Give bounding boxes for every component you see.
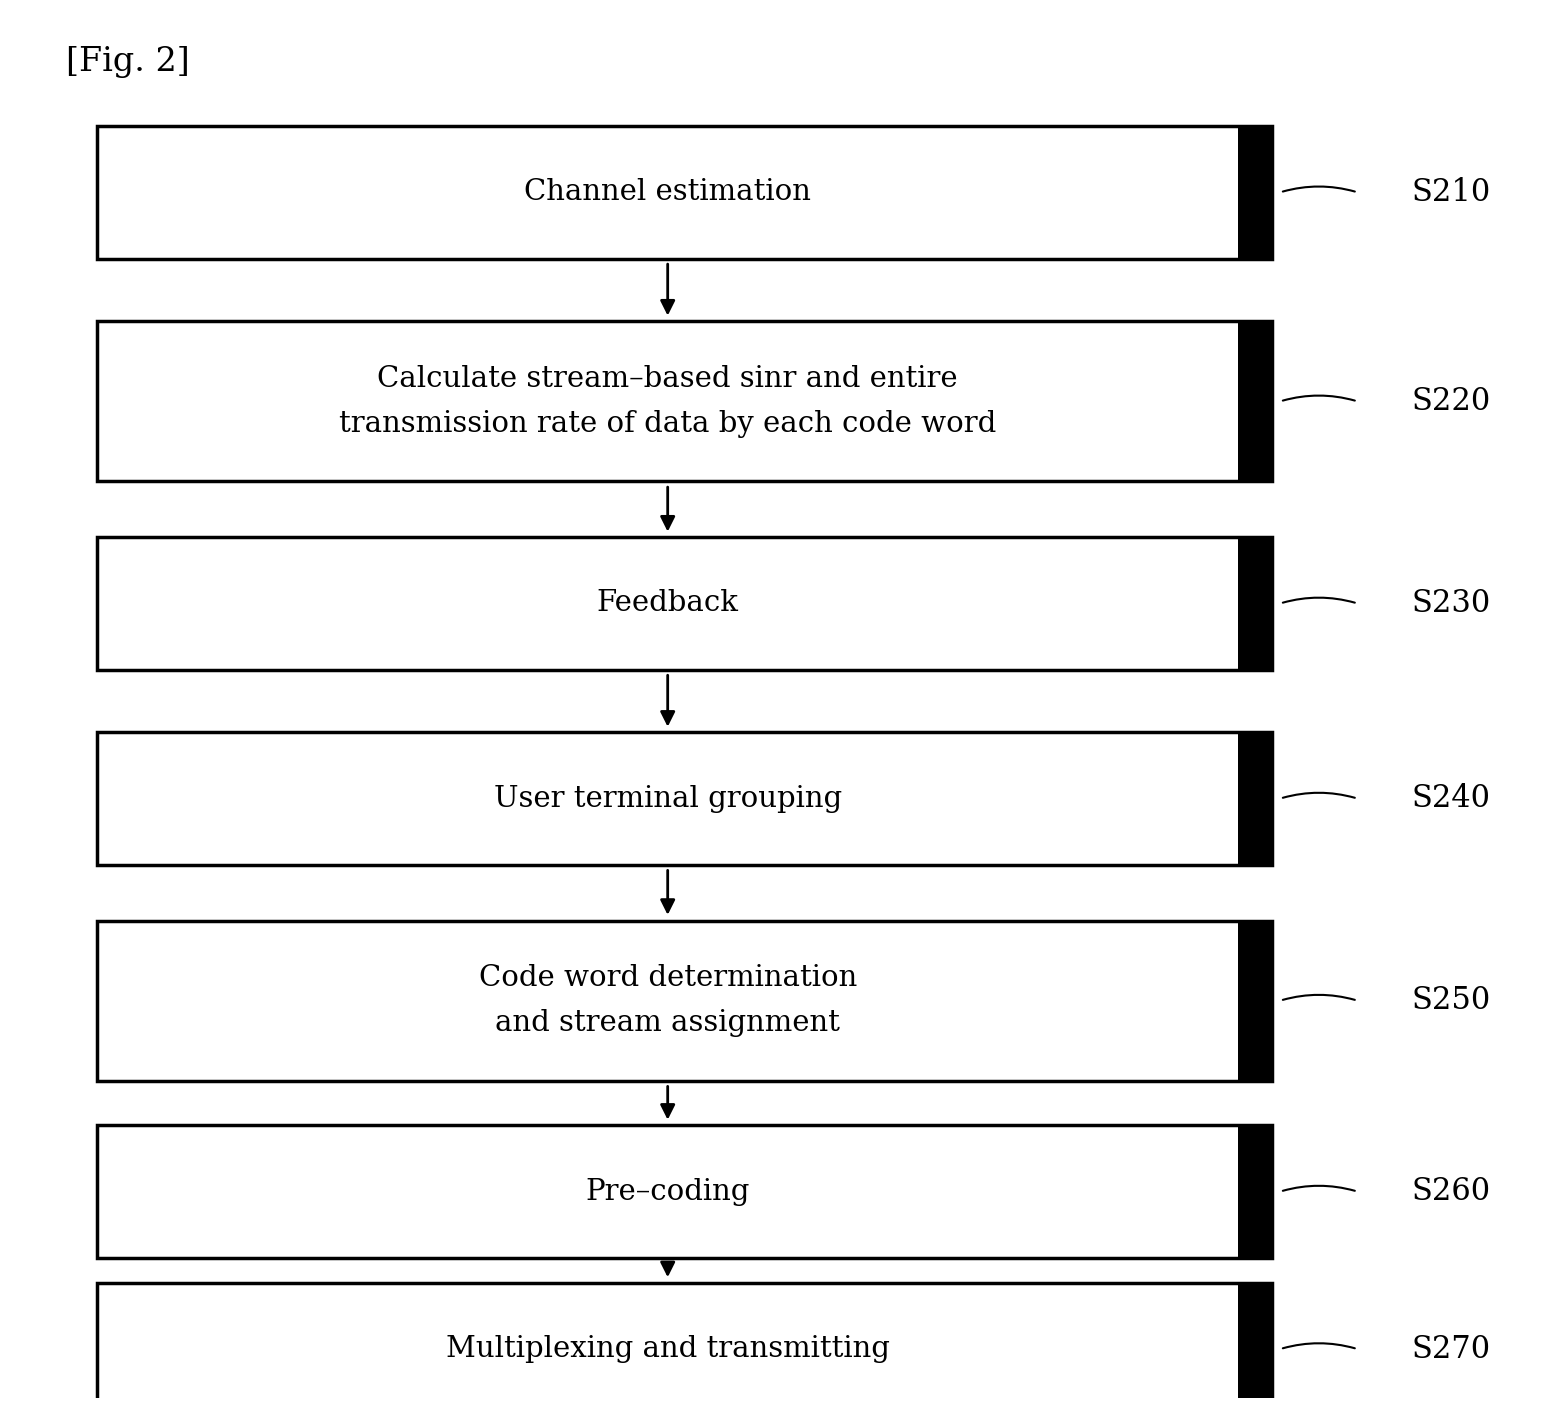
- Bar: [96, 921, 1272, 1081]
- Text: S220: S220: [1412, 386, 1491, 416]
- Text: S240: S240: [1412, 784, 1491, 815]
- Bar: [1238, 126, 1272, 258]
- Text: Code word determination: Code word determination: [479, 965, 857, 993]
- Bar: [96, 1283, 1272, 1402]
- Text: S260: S260: [1412, 1176, 1491, 1207]
- Bar: [1238, 1126, 1272, 1258]
- Text: Calculate stream–based sinr and entire: Calculate stream–based sinr and entire: [378, 365, 958, 393]
- Text: S230: S230: [1412, 587, 1491, 618]
- Bar: [96, 1126, 1272, 1258]
- Bar: [96, 732, 1272, 865]
- Text: User terminal grouping: User terminal grouping: [493, 785, 841, 813]
- Bar: [96, 126, 1272, 258]
- Text: S210: S210: [1412, 177, 1491, 207]
- Text: [Fig. 2]: [Fig. 2]: [65, 46, 190, 79]
- Text: Multiplexing and transmitting: Multiplexing and transmitting: [446, 1335, 889, 1363]
- Bar: [96, 537, 1272, 670]
- Text: Pre–coding: Pre–coding: [586, 1178, 750, 1206]
- Text: S270: S270: [1412, 1333, 1491, 1364]
- Text: and stream assignment: and stream assignment: [494, 1009, 840, 1037]
- Bar: [1238, 1283, 1272, 1402]
- Bar: [1238, 537, 1272, 670]
- Text: Feedback: Feedback: [597, 589, 739, 617]
- Bar: [1238, 732, 1272, 865]
- Bar: [1238, 321, 1272, 481]
- Text: Channel estimation: Channel estimation: [524, 178, 812, 206]
- Bar: [1238, 921, 1272, 1081]
- Text: S250: S250: [1412, 986, 1491, 1016]
- Bar: [96, 321, 1272, 481]
- Text: transmission rate of data by each code word: transmission rate of data by each code w…: [339, 409, 997, 437]
